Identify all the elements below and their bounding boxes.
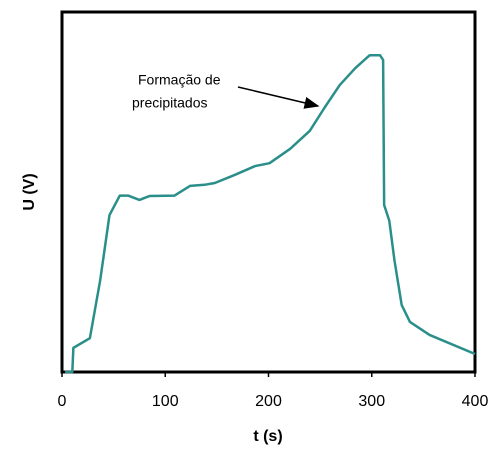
plot-frame	[60, 10, 477, 374]
x-tick-label: 300	[358, 393, 385, 410]
x-tick-label: 0	[58, 393, 67, 410]
y-axis-label: U (V)	[21, 173, 38, 210]
x-tick-label: 200	[255, 393, 282, 410]
x-tick-label: 100	[152, 393, 179, 410]
annotation: Formação de	[138, 72, 221, 88]
data-line	[65, 53, 476, 374]
annotation-arrow	[237, 86, 320, 109]
annotation: precipitados	[132, 95, 208, 111]
x-axis-label: t (s)	[253, 428, 282, 445]
x-tick-label: 400	[462, 393, 489, 410]
